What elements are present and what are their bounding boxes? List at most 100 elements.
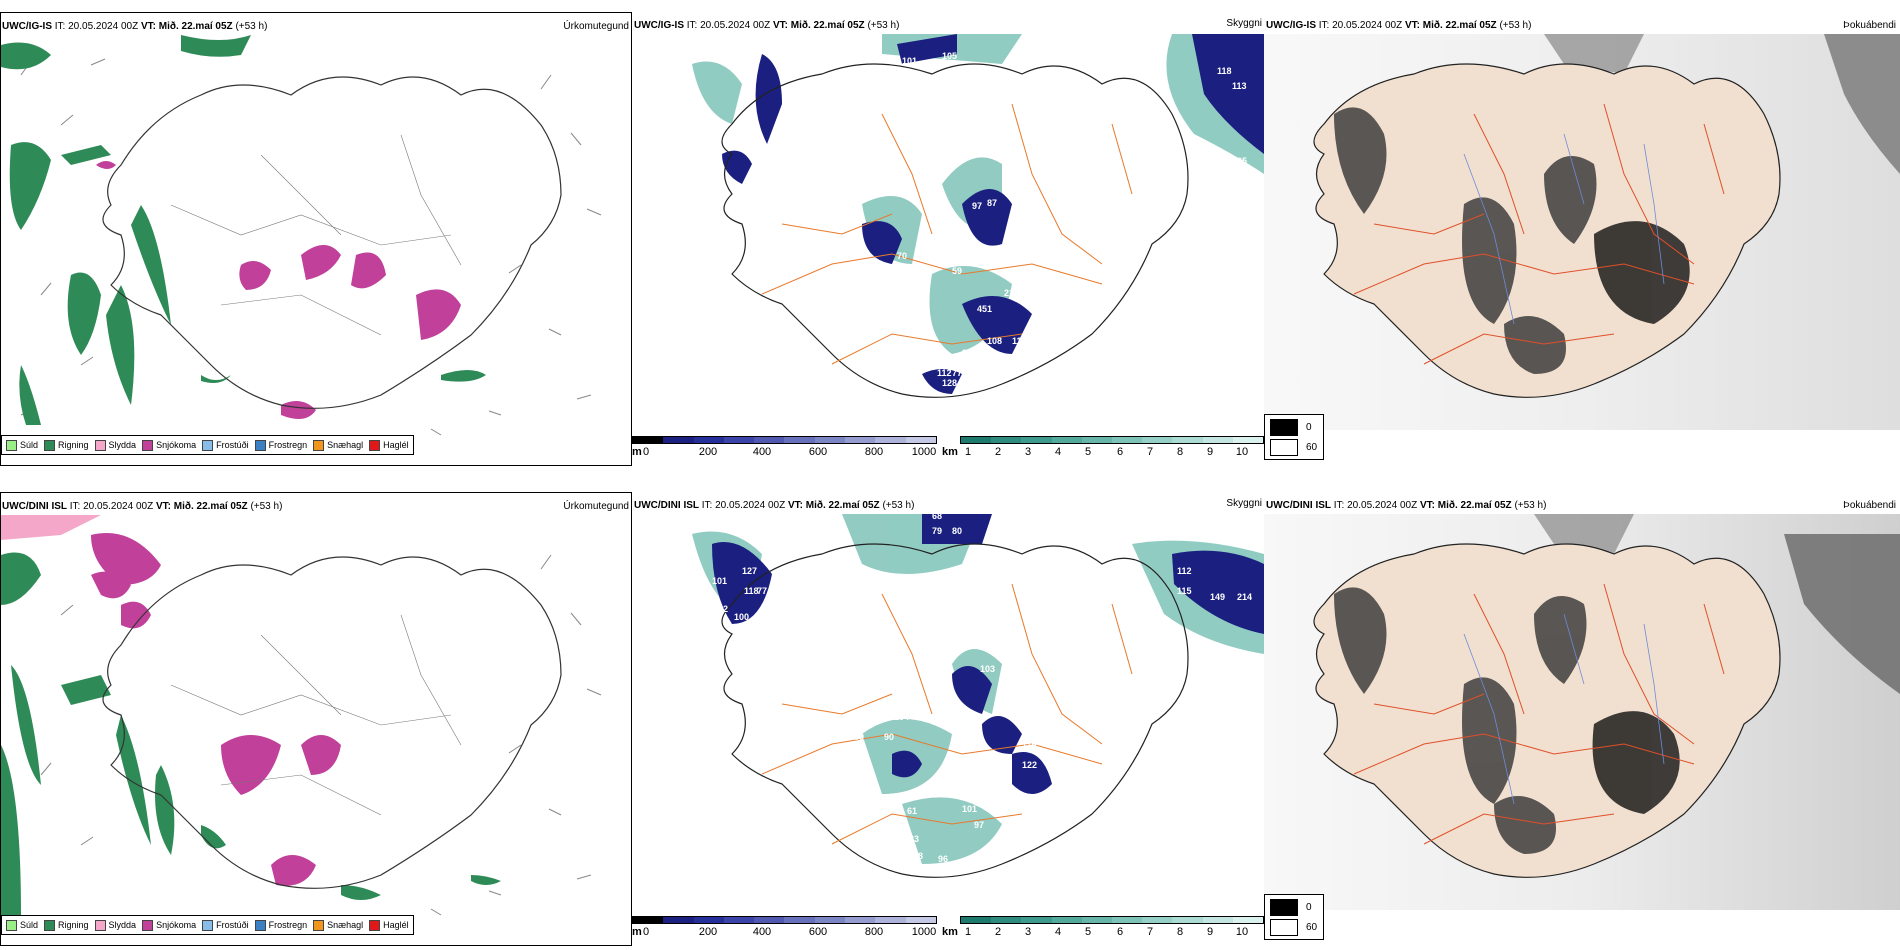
cloudbase-scale-cells bbox=[632, 436, 937, 444]
scale-cell bbox=[1081, 437, 1113, 443]
cloudbase-label: 103 bbox=[980, 664, 995, 674]
legend-item: Frostregn bbox=[254, 919, 307, 931]
coastline bbox=[102, 556, 562, 889]
legend-swatch bbox=[6, 919, 17, 931]
cloudbase-labels: 68 79 80 112 115 149 214 127 101 92 118 … bbox=[712, 514, 1252, 864]
scale-cell bbox=[723, 437, 755, 443]
legend-swatch bbox=[44, 919, 56, 931]
scale-cell bbox=[633, 917, 664, 923]
cloudbase-label: 128 bbox=[942, 378, 957, 388]
cloudbase-label: 31 bbox=[928, 356, 938, 366]
fog-legend-swatch bbox=[1270, 899, 1298, 916]
cloudbase-label: 108 bbox=[987, 336, 1002, 346]
row2-precip-title: UWC/DINI ISL IT: 20.05.2024 00Z VT: Mið.… bbox=[2, 501, 283, 512]
legend-item: Súld bbox=[6, 919, 38, 931]
scale-tick: 7 bbox=[1146, 926, 1154, 938]
scale-cell bbox=[663, 917, 694, 923]
cloudbase-label: 97 bbox=[972, 201, 982, 211]
cloudbase-label: 100 bbox=[734, 612, 749, 622]
scale-cell bbox=[814, 917, 846, 923]
row2-visibility-panel: UWC/DINI ISL IT: 20.05.2024 00Z VT: Mið.… bbox=[632, 492, 1264, 946]
row1-fog-title: UWC/IG-IS IT: 20.05.2024 00Z VT: Mið. 22… bbox=[1266, 20, 1532, 31]
scale-cell bbox=[723, 917, 755, 923]
scale-cell bbox=[784, 437, 815, 443]
cloudbase-label: 118 bbox=[744, 586, 759, 596]
scale-tick: 7 bbox=[1146, 446, 1154, 458]
legend-item: Snæhagl bbox=[313, 439, 363, 451]
legend-item: Frostúði bbox=[202, 439, 249, 451]
scale-tick: 1 bbox=[964, 926, 972, 938]
scale-tick: 4 bbox=[1054, 446, 1062, 458]
legend-swatch bbox=[142, 439, 154, 451]
visibility-unit: km bbox=[942, 446, 958, 458]
row1-precip-label: Úrkomutegund bbox=[563, 21, 629, 32]
visibility-map: 68 79 80 112 115 149 214 127 101 92 118 … bbox=[632, 514, 1264, 910]
scale-tick: 4 bbox=[1054, 926, 1062, 938]
cloudbase-label: 97 bbox=[974, 820, 984, 830]
cloudbase-label: 53 bbox=[864, 276, 874, 286]
row1-visibility-title: UWC/IG-IS IT: 20.05.2024 00Z VT: Mið. 22… bbox=[634, 20, 900, 31]
fog-legend-item: 0 bbox=[1270, 899, 1312, 916]
visibility-scale: km 1 2 3 4 5 6 7 8 9 10 bbox=[942, 916, 1264, 946]
cloudbase-label: 101 bbox=[902, 56, 917, 66]
scale-tick: 8 bbox=[1176, 926, 1184, 938]
cloudbase-label: 68 bbox=[932, 401, 942, 411]
cloudbase-scale: m 0 200 400 600 800 1000 bbox=[632, 436, 937, 466]
visibility-scale-cells bbox=[960, 436, 1264, 444]
row1-fog-label: Þokuábendi bbox=[1843, 20, 1896, 31]
scale-tick: 1000 bbox=[911, 926, 937, 938]
legend-swatch bbox=[313, 919, 325, 931]
row2-precip-panel: UWC/DINI ISL IT: 20.05.2024 00Z VT: Mið.… bbox=[0, 492, 632, 946]
cloudbase-label: 11 bbox=[1012, 336, 1022, 346]
scale-tick: 600 bbox=[808, 446, 828, 458]
row2-visibility-label: Skyggni bbox=[1226, 498, 1262, 509]
cloudbase-label: 112 bbox=[937, 368, 952, 378]
cloudbase-label: 79 bbox=[932, 526, 942, 536]
scale-cell bbox=[961, 917, 992, 923]
coastline bbox=[721, 63, 1189, 398]
legend-item: Snjókoma bbox=[142, 439, 196, 451]
visibility-scale-cells bbox=[960, 916, 1264, 924]
visibility-scale: km 1 2 3 4 5 6 7 8 9 10 bbox=[942, 436, 1264, 466]
cloudbase-label: 77 bbox=[952, 368, 962, 378]
cloudbase-label: 105 bbox=[942, 51, 957, 61]
scale-tick: 400 bbox=[752, 926, 772, 938]
scale-cell bbox=[1142, 437, 1173, 443]
scale-cell bbox=[1051, 437, 1082, 443]
scale-cell bbox=[875, 917, 906, 923]
cloudbase-label: 54 bbox=[782, 66, 792, 76]
row1-fog-panel: UWC/IG-IS IT: 20.05.2024 00Z VT: Mið. 22… bbox=[1264, 12, 1900, 466]
precip-legend: Súld Rigning Slydda Snjókoma Frostúði Fr… bbox=[1, 435, 414, 455]
legend-swatch bbox=[369, 919, 381, 931]
legend-item: Haglél bbox=[369, 919, 409, 931]
scale-cell bbox=[905, 917, 936, 923]
cloudbase-label: 44 bbox=[1012, 271, 1022, 281]
fog-legend-swatch bbox=[1270, 419, 1298, 436]
legend-item: Rigning bbox=[44, 919, 89, 931]
scale-cell bbox=[1112, 437, 1143, 443]
cloudbase-label: 61 bbox=[880, 284, 890, 294]
coastline bbox=[721, 543, 1189, 878]
scale-cell bbox=[1202, 917, 1233, 923]
scale-tick: 2 bbox=[994, 446, 1002, 458]
cloudbase-label: 64 bbox=[1052, 328, 1062, 338]
precip-map bbox=[1, 35, 631, 445]
scale-tick: 2 bbox=[994, 926, 1002, 938]
cloudbase-label: 54 bbox=[907, 396, 917, 406]
cloudbase-label: 77 bbox=[757, 586, 767, 596]
scale-tick: 800 bbox=[864, 926, 884, 938]
legend-swatch bbox=[94, 919, 106, 931]
legend-swatch bbox=[254, 439, 266, 451]
cloudbase-label: 149 bbox=[1210, 592, 1225, 602]
cloudbase-label: 127 bbox=[742, 566, 757, 576]
scale-cell bbox=[1232, 437, 1264, 443]
legend-swatch bbox=[369, 439, 381, 451]
legend-item: Frostregn bbox=[254, 439, 307, 451]
legend-item: Haglél bbox=[369, 439, 409, 451]
cloudbase-label: 105 bbox=[1232, 156, 1247, 166]
scale-tick: 9 bbox=[1206, 926, 1214, 938]
cloudbase-label: 71 bbox=[942, 720, 952, 730]
precip-map bbox=[1, 515, 631, 925]
scale-tick: 8 bbox=[1176, 446, 1184, 458]
cloudbase-scale: m 0 200 400 600 800 1000 bbox=[632, 916, 937, 946]
